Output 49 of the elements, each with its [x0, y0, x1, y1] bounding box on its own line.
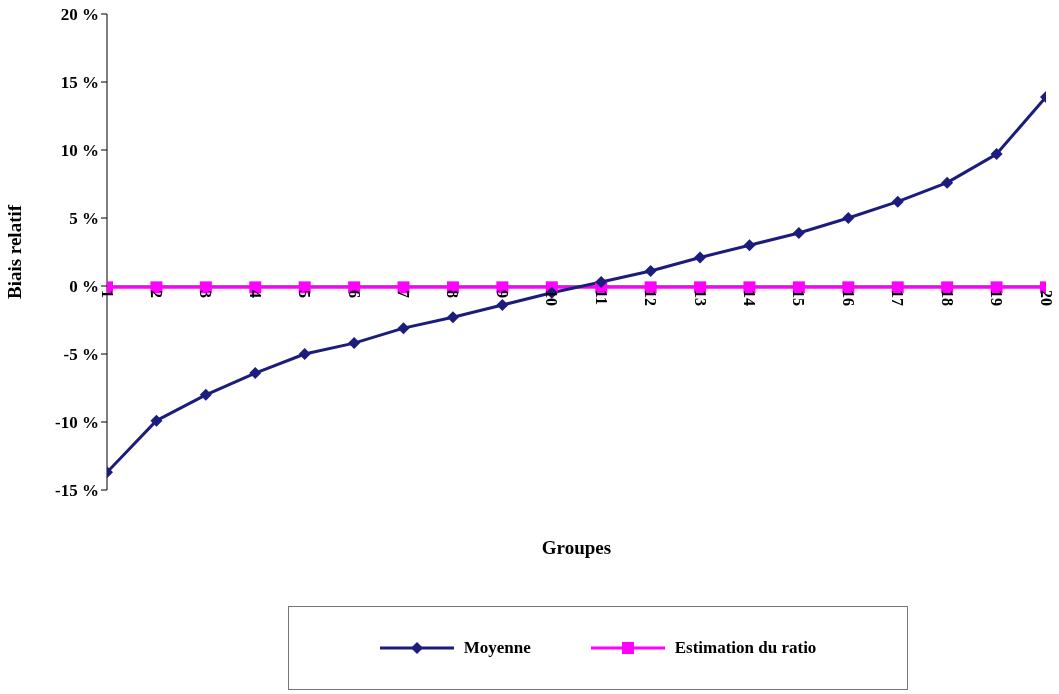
y-tick-label: 10 %: [60, 141, 99, 161]
x-tick-label: 4: [246, 290, 264, 298]
x-tick-label: 2: [147, 290, 165, 298]
y-tick-label: -10 %: [55, 413, 99, 433]
x-tick-label: 15: [790, 290, 808, 306]
y-tick-label: 15 %: [60, 73, 99, 93]
y-tick-label: -15 %: [55, 481, 99, 501]
x-tick-label: 20: [1037, 290, 1055, 306]
legend-label: Estimation du ratio: [674, 638, 817, 658]
point: [644, 265, 657, 278]
x-tick-label: 13: [691, 290, 709, 306]
x-tick-label: 12: [642, 290, 660, 306]
point: [298, 348, 311, 360]
x-tick-label: 6: [345, 290, 363, 298]
point: [792, 226, 805, 239]
x-tick-label: 14: [740, 290, 758, 306]
point: [199, 388, 212, 401]
point: [150, 414, 163, 427]
y-tick-label: -5 %: [63, 345, 99, 365]
point: [941, 176, 954, 189]
point: [595, 275, 608, 288]
x-tick-label: 9: [493, 290, 511, 298]
y-axis-title: Biais relatif: [3, 204, 25, 300]
x-tick-label: 16: [839, 290, 857, 306]
x-tick-label: 10: [543, 290, 561, 306]
y-tick-label: 0 %: [69, 277, 99, 297]
x-tick-label: 19: [988, 290, 1006, 306]
x-tick-label: 17: [889, 290, 907, 306]
x-tick-label: 5: [296, 290, 314, 298]
x-axis-title: Groupes: [541, 537, 612, 558]
point: [891, 195, 904, 208]
x-tick-label: 8: [444, 290, 462, 298]
legend-label: Moyenne: [463, 638, 531, 658]
y-tick-label: 5 %: [69, 209, 99, 229]
x-tick-label: 18: [938, 290, 956, 306]
point: [842, 212, 855, 224]
point: [446, 311, 459, 324]
point: [496, 299, 509, 312]
point: [348, 337, 361, 350]
x-tick-label: 3: [197, 290, 215, 298]
y-tick-label: 20 %: [60, 5, 99, 25]
point: [743, 239, 756, 252]
point: [990, 148, 1003, 161]
x-tick-label: 7: [395, 290, 413, 298]
x-tick-label: 11: [592, 290, 610, 306]
point: [249, 367, 262, 380]
point: [397, 322, 410, 335]
point: [694, 251, 707, 264]
x-tick-label: 1: [98, 290, 116, 298]
